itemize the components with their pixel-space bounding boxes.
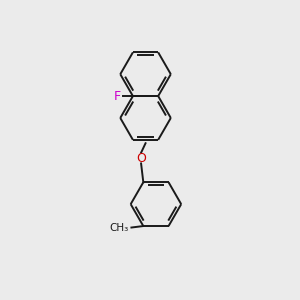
Text: O: O (136, 152, 146, 165)
Text: CH₃: CH₃ (109, 223, 128, 232)
Text: F: F (113, 90, 120, 103)
